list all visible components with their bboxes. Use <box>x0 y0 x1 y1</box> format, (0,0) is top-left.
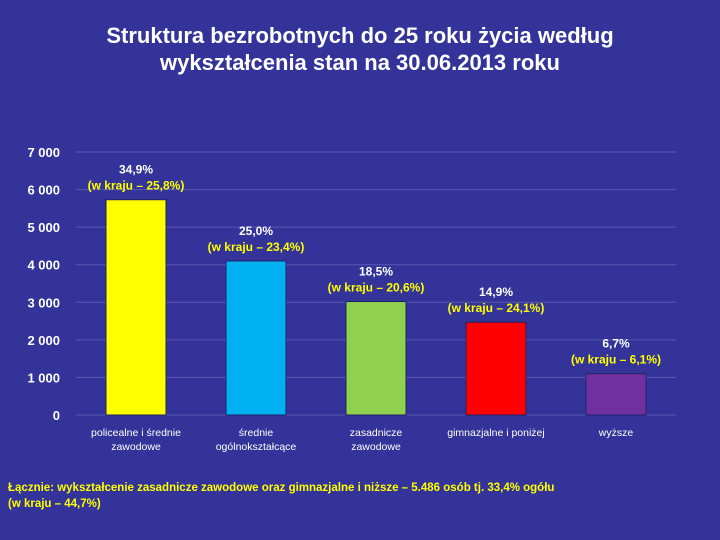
data-label-country: (w kraju – 25,8%) <box>88 179 185 193</box>
bar <box>465 321 527 416</box>
summary-note-line-1: Łącznie: wykształcenie zasadnicze zawodo… <box>8 482 555 494</box>
y-tick-label: 2 000 <box>27 333 60 348</box>
data-label-share: 14,9% <box>479 285 513 299</box>
data-label-country: (w kraju – 20,6%) <box>328 281 425 295</box>
y-tick-label: 6 000 <box>27 183 60 198</box>
summary-note-line-2: (w kraju – 44,7%) <box>8 498 101 510</box>
bar-chart: 0 1 000 2 000 3 000 4 000 5 000 6 000 7 000 34,9… <box>27 145 676 453</box>
data-label-share: 6,7% <box>602 337 630 351</box>
bar <box>225 260 287 416</box>
x-tick-label: wyższe <box>598 427 634 439</box>
data-label-country: (w kraju – 6,1%) <box>571 353 661 367</box>
y-tick-label: 3 000 <box>27 295 60 310</box>
x-tick-label: gimnazjalne i poniżej <box>447 427 544 439</box>
chart-title: Struktura bezrobotnych do 25 roku życia … <box>60 22 660 76</box>
x-tick-label: policealne i średnie <box>91 427 181 439</box>
chart-title-line-1: Struktura bezrobotnych do 25 roku życia … <box>106 23 614 48</box>
summary-note: Łącznie: wykształcenie zasadnicze zawodo… <box>8 480 708 512</box>
chart-title-line-2: wykształcenia stan na 30.06.2013 roku <box>160 50 560 75</box>
data-label-country: (w kraju – 23,4%) <box>208 240 305 254</box>
bar <box>345 301 407 416</box>
x-tick-label: zasadnicze <box>350 427 403 439</box>
data-label-country: (w kraju – 24,1%) <box>448 301 545 315</box>
data-label-share: 25,0% <box>239 224 273 238</box>
bar <box>585 373 647 416</box>
bar <box>105 199 167 416</box>
y-tick-label: 1 000 <box>27 370 60 385</box>
y-tick-label: 5 000 <box>27 220 60 235</box>
data-label-share: 18,5% <box>359 265 393 279</box>
x-tick-label: średnie <box>239 427 274 439</box>
y-tick-label: 4 000 <box>27 258 60 273</box>
x-tick-label: zawodowe <box>111 441 161 453</box>
x-tick-label: zawodowe <box>351 441 401 453</box>
data-label-share: 34,9% <box>119 163 153 177</box>
y-tick-label: 7 000 <box>27 145 60 160</box>
y-tick-label: 0 <box>53 408 60 423</box>
x-tick-label: ogólnokształcące <box>216 441 297 453</box>
